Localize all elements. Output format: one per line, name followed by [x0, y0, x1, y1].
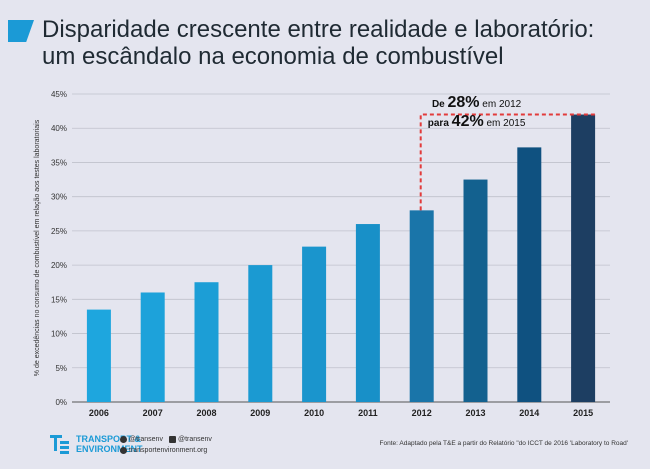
x-tick-label: 2014 — [519, 408, 539, 418]
facebook-link[interactable]: @transenv — [168, 434, 212, 445]
x-tick-label: 2007 — [143, 408, 163, 418]
title-accent-mark — [8, 20, 34, 42]
bar-2015 — [571, 114, 596, 403]
bar-2007 — [140, 292, 165, 402]
brand-logo: TRANSPORT & ENVIRONMENT — [50, 433, 143, 455]
twitter-icon — [120, 435, 127, 443]
title-line-1: Disparidade crescente entre realidade e … — [42, 16, 595, 43]
y-tick-label: 25% — [51, 227, 67, 236]
annotation-prefix: De — [432, 99, 448, 110]
y-tick-label: 0% — [55, 398, 67, 407]
globe-icon — [120, 446, 127, 454]
annotation-suffix: em 2015 — [484, 118, 526, 129]
website-link[interactable]: transportenvironment.org — [120, 445, 207, 456]
annotation-value-2012: 28% — [448, 94, 480, 111]
twitter-handle: @transenv — [129, 436, 163, 443]
y-tick-label: 5% — [55, 364, 67, 373]
bar-2012 — [409, 210, 434, 402]
annotation-suffix: em 2012 — [480, 99, 522, 110]
logo-line-2: ENVIRONMENT — [76, 444, 143, 454]
x-tick-label: 2006 — [89, 408, 109, 418]
x-tick-label: 2013 — [465, 408, 485, 418]
page-title: Disparidade crescente entre realidade e … — [42, 16, 594, 70]
annotation-prefix: para — [428, 118, 452, 129]
bar-2006 — [86, 309, 111, 402]
title-line-2: um escândalo na economia de combustível — [42, 43, 504, 70]
x-tick-label: 2010 — [304, 408, 324, 418]
x-tick-label: 2015 — [573, 408, 593, 418]
bar-2010 — [302, 246, 327, 402]
logo-text: TRANSPORT & ENVIRONMENT — [76, 434, 143, 454]
x-tick-label: 2008 — [196, 408, 216, 418]
bar-2009 — [248, 265, 273, 402]
facebook-icon — [168, 435, 176, 443]
bar-2011 — [355, 224, 380, 402]
y-tick-label: 35% — [51, 158, 67, 167]
x-tick-label: 2009 — [250, 408, 270, 418]
social-links: @transenv @transenv transportenvironment… — [120, 434, 212, 456]
y-tick-label: 20% — [51, 261, 67, 270]
y-tick-label: 40% — [51, 124, 67, 133]
y-tick-label: 10% — [51, 330, 67, 339]
bar-2014 — [517, 147, 542, 402]
x-tick-label: 2011 — [358, 408, 378, 418]
annotation-value-2015: 42% — [452, 113, 484, 130]
y-tick-label: 45% — [51, 90, 67, 99]
y-axis-label: % de excedências no consumo de combustív… — [34, 119, 41, 376]
twitter-link[interactable]: @transenv — [120, 434, 163, 445]
te-logo-icon — [50, 433, 70, 455]
bar-2008 — [194, 282, 219, 402]
x-tick-label: 2012 — [412, 408, 432, 418]
website-url: transportenvironment.org — [129, 447, 208, 454]
logo-line-1: TRANSPORT & — [76, 434, 141, 444]
y-tick-label: 15% — [51, 295, 67, 304]
highlight-bracket — [419, 113, 596, 211]
bar-2013 — [463, 179, 488, 402]
facebook-handle: @transenv — [177, 436, 212, 443]
source-note: Fonte: Adaptado pela T&E a partir do Rel… — [379, 440, 628, 447]
y-tick-label: 30% — [51, 193, 67, 202]
annotation-line-2: para 42% em 2015 — [428, 113, 526, 130]
annotation-line-1: De 28% em 2012 — [432, 94, 522, 111]
